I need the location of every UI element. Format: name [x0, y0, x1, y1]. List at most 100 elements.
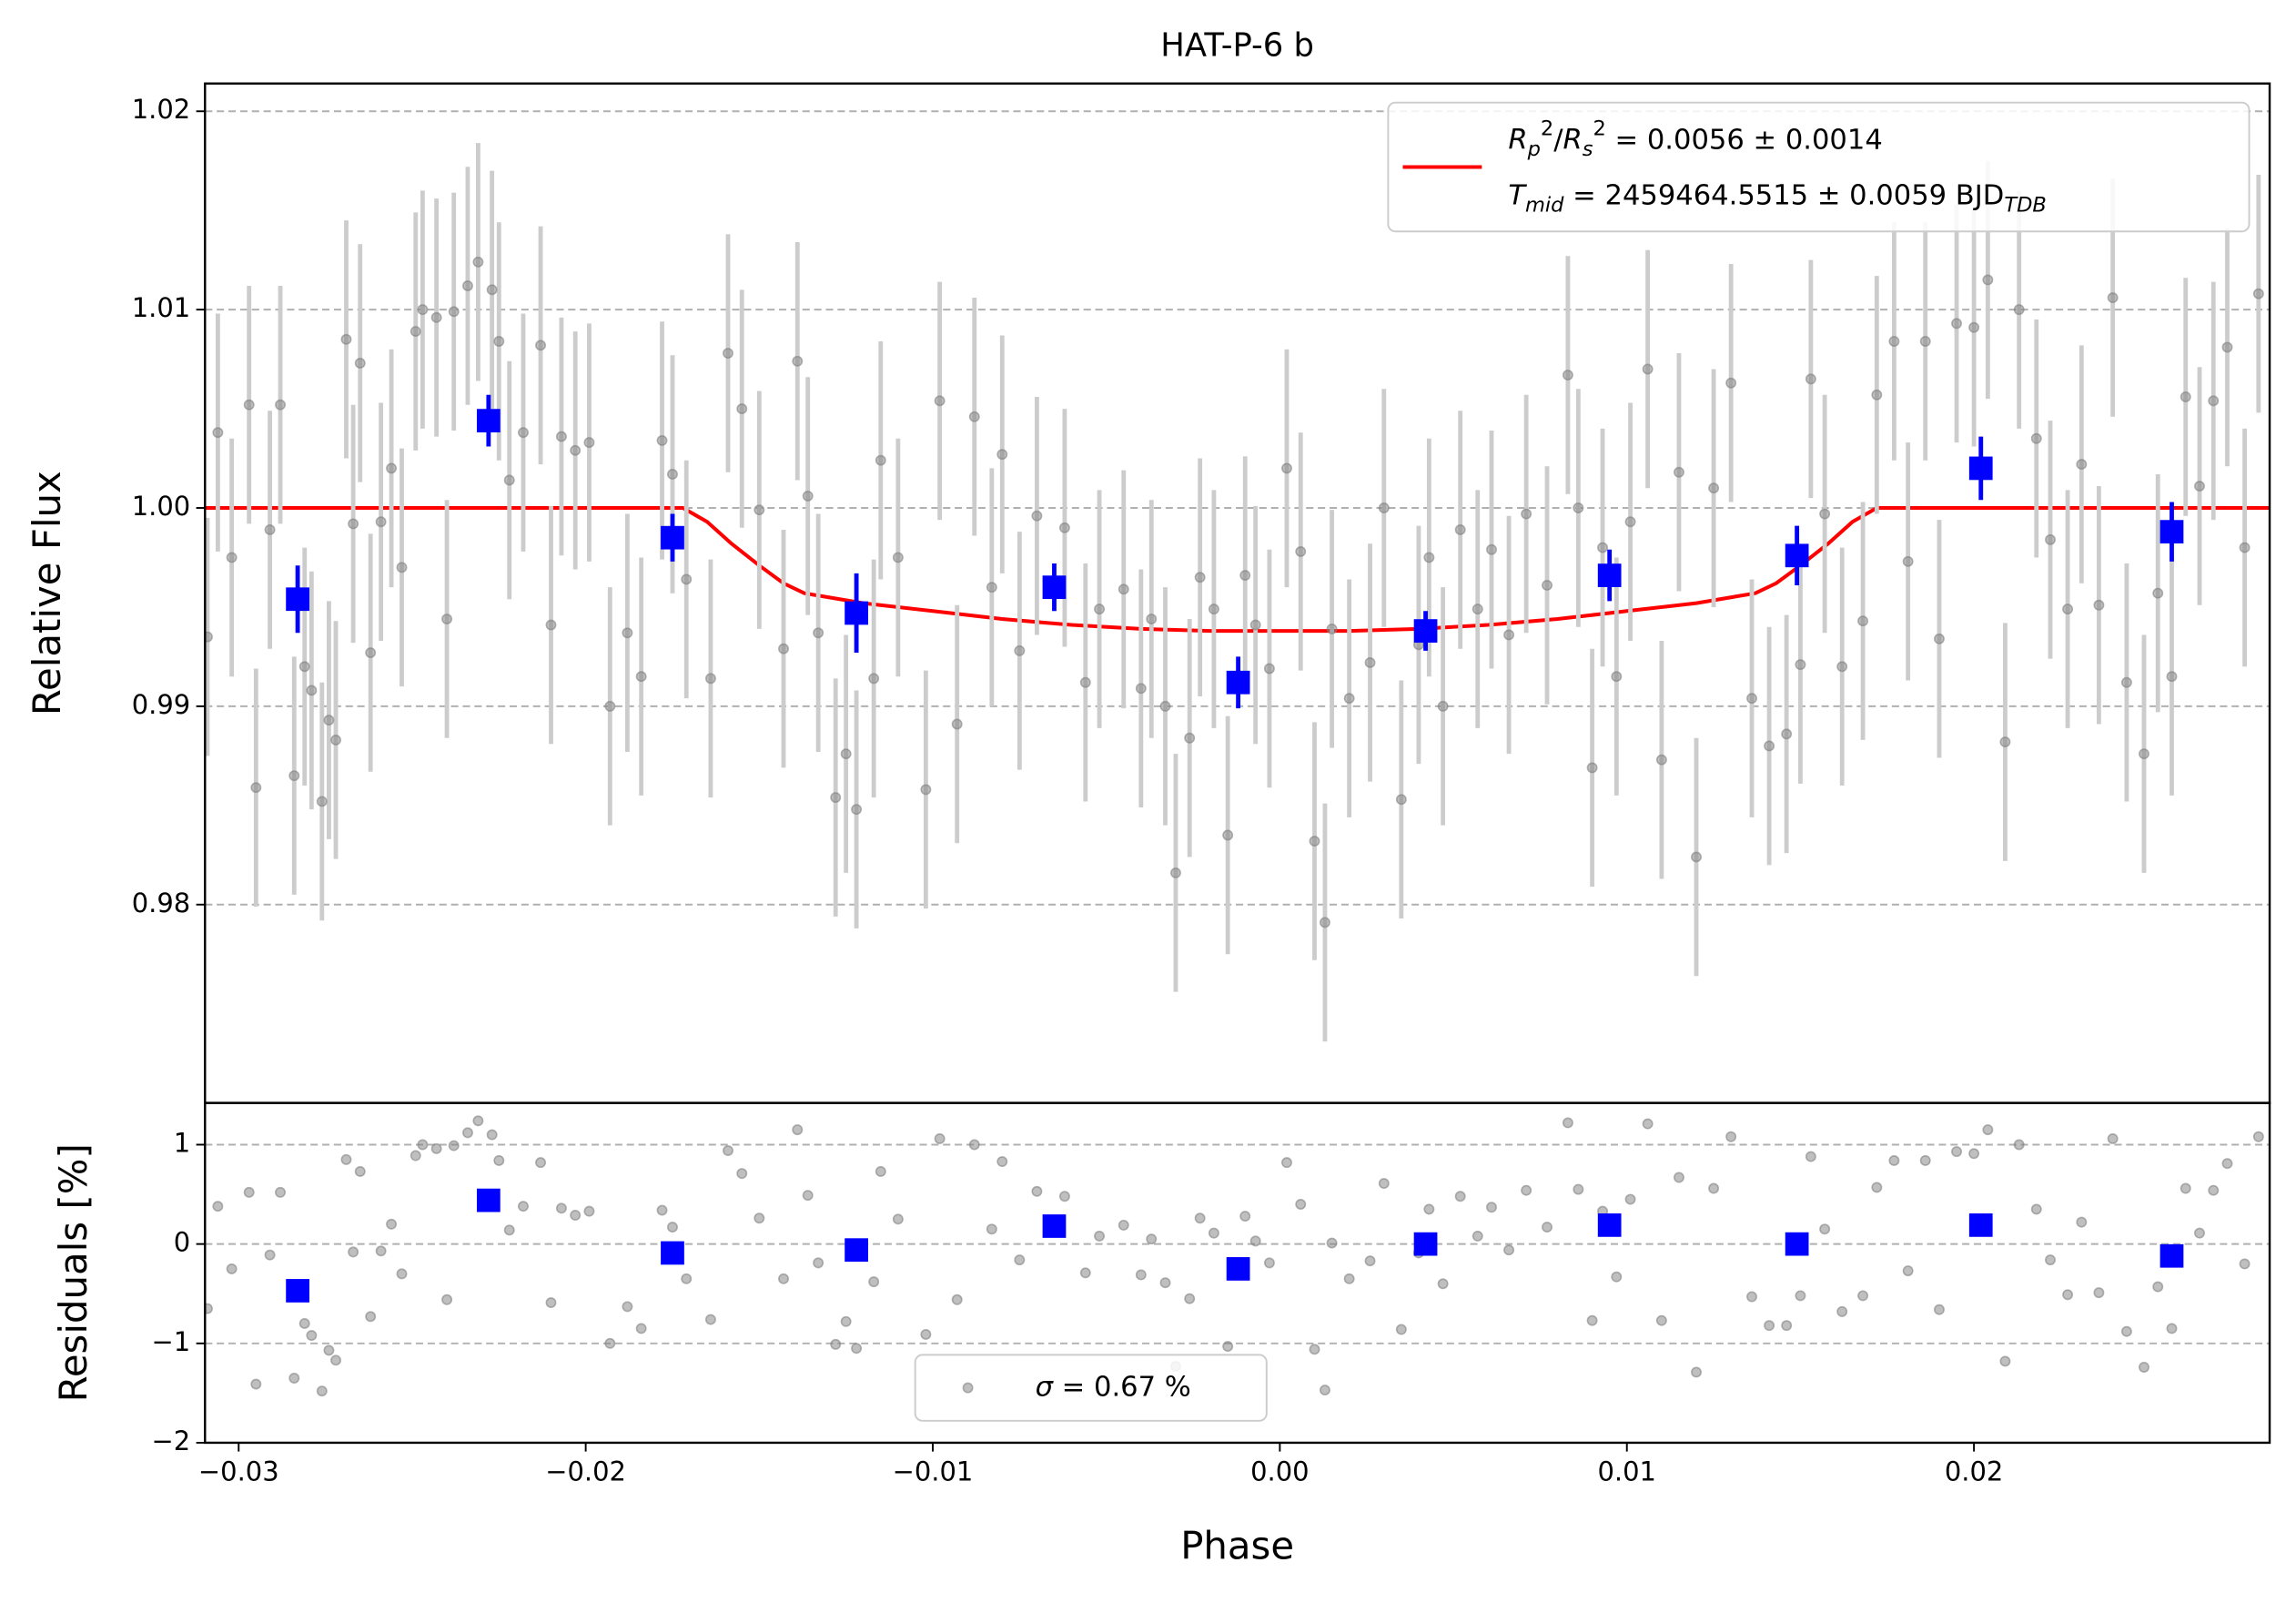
- data-point: [1857, 615, 1869, 627]
- data-point: [288, 770, 300, 782]
- y-tick-label: 0.99: [132, 689, 190, 720]
- data-point: [205, 1303, 213, 1314]
- data-point: [354, 1166, 366, 1177]
- data-point: [2252, 288, 2264, 299]
- y-tick-label: 1: [174, 1127, 190, 1158]
- data-point: [1819, 1223, 1831, 1235]
- legend-text-part: R: [1508, 124, 1527, 156]
- data-point: [1781, 1320, 1793, 1332]
- data-point: [1999, 1355, 2011, 1367]
- data-point: [535, 340, 547, 351]
- data-point: [2062, 1289, 2074, 1301]
- data-point: [1819, 508, 1831, 520]
- data-point: [2093, 599, 2105, 611]
- binned-point: [1226, 1257, 1250, 1281]
- legend-label: Tmid = 2459464.5515 ± 0.0059 BJDTDB: [1508, 179, 2047, 217]
- data-point: [1746, 1291, 1757, 1303]
- chart-title: HAT-P-6 b: [1160, 27, 1314, 65]
- data-point: [348, 1246, 359, 1258]
- data-point: [1079, 1267, 1091, 1279]
- data-point: [2030, 432, 2042, 444]
- x-axis-label: Phase: [1180, 1523, 1294, 1567]
- data-point: [555, 1202, 567, 1214]
- data-point: [704, 673, 716, 685]
- data-point: [851, 804, 863, 816]
- data-point: [1395, 794, 1407, 806]
- data-point: [667, 469, 678, 480]
- data-point: [2221, 341, 2233, 353]
- data-point: [2194, 1227, 2205, 1239]
- legend-text-part: 2: [1593, 117, 1605, 140]
- data-point: [802, 490, 814, 502]
- data-point: [583, 1205, 595, 1217]
- data-point: [622, 627, 633, 639]
- data-point: [1472, 1230, 1483, 1242]
- binned-point: [1785, 543, 1809, 568]
- data-point: [934, 1132, 946, 1144]
- data-point: [1281, 462, 1292, 474]
- data-point: [2180, 391, 2191, 402]
- data-point: [1951, 318, 1962, 330]
- data-point: [2221, 1158, 2233, 1170]
- data-point: [2045, 533, 2056, 545]
- data-point: [545, 1297, 557, 1308]
- binned-point: [2159, 1243, 2184, 1268]
- data-point: [1836, 661, 1848, 673]
- data-point: [1836, 1305, 1848, 1317]
- data-point: [1472, 604, 1483, 615]
- data-point: [570, 1210, 582, 1221]
- data-point: [1014, 1254, 1026, 1266]
- binned-point: [1597, 563, 1622, 587]
- binned-point: [1785, 1232, 1809, 1256]
- data-point: [868, 673, 880, 685]
- data-point: [1343, 1273, 1355, 1284]
- data-point: [2030, 1203, 2042, 1215]
- data-point: [462, 1127, 473, 1139]
- binned-point: [2159, 520, 2184, 544]
- data-point: [1295, 545, 1307, 557]
- plot-area: [205, 143, 2271, 1042]
- binned-point: [1042, 575, 1067, 600]
- data-point: [813, 627, 824, 639]
- data-point: [365, 1311, 377, 1323]
- binned-point: [1413, 619, 1438, 643]
- data-point: [375, 1245, 387, 1257]
- data-point: [1624, 1193, 1636, 1205]
- data-point: [1655, 1314, 1667, 1326]
- data-point: [1309, 836, 1320, 847]
- data-point: [212, 1201, 224, 1212]
- data-point: [1263, 1257, 1275, 1269]
- data-point: [555, 431, 567, 442]
- data-point: [1764, 1320, 1775, 1332]
- data-point: [316, 1385, 328, 1397]
- binned-point: [286, 587, 309, 612]
- legend-label: Rp2/Rs2 = 0.0056 ± 0.0014: [1508, 117, 1882, 161]
- data-point: [792, 1124, 804, 1136]
- y-tick-label: 1.02: [132, 94, 190, 125]
- data-point: [472, 256, 484, 268]
- data-point: [503, 1224, 515, 1236]
- data-point: [323, 715, 335, 726]
- data-point: [1888, 1154, 1900, 1166]
- data-point: [1184, 732, 1196, 744]
- data-point: [2013, 304, 2025, 316]
- data-point: [1503, 1244, 1515, 1256]
- data-point: [462, 280, 473, 291]
- data-point: [212, 427, 224, 439]
- binned-point: [1968, 1213, 1993, 1237]
- data-point: [570, 444, 582, 456]
- data-point: [583, 437, 595, 449]
- data-point: [323, 1344, 335, 1356]
- data-point: [1888, 336, 1900, 347]
- data-point: [2120, 676, 2132, 688]
- data-point: [441, 614, 453, 624]
- data-point: [518, 1201, 529, 1212]
- data-point: [288, 1373, 300, 1384]
- data-point: [410, 326, 421, 338]
- data-point: [1031, 510, 1043, 522]
- data-point: [1437, 1278, 1449, 1290]
- data-point: [920, 1329, 932, 1340]
- data-point: [486, 284, 498, 296]
- y-tick-label: 0.98: [132, 888, 190, 918]
- data-point: [1586, 1314, 1598, 1326]
